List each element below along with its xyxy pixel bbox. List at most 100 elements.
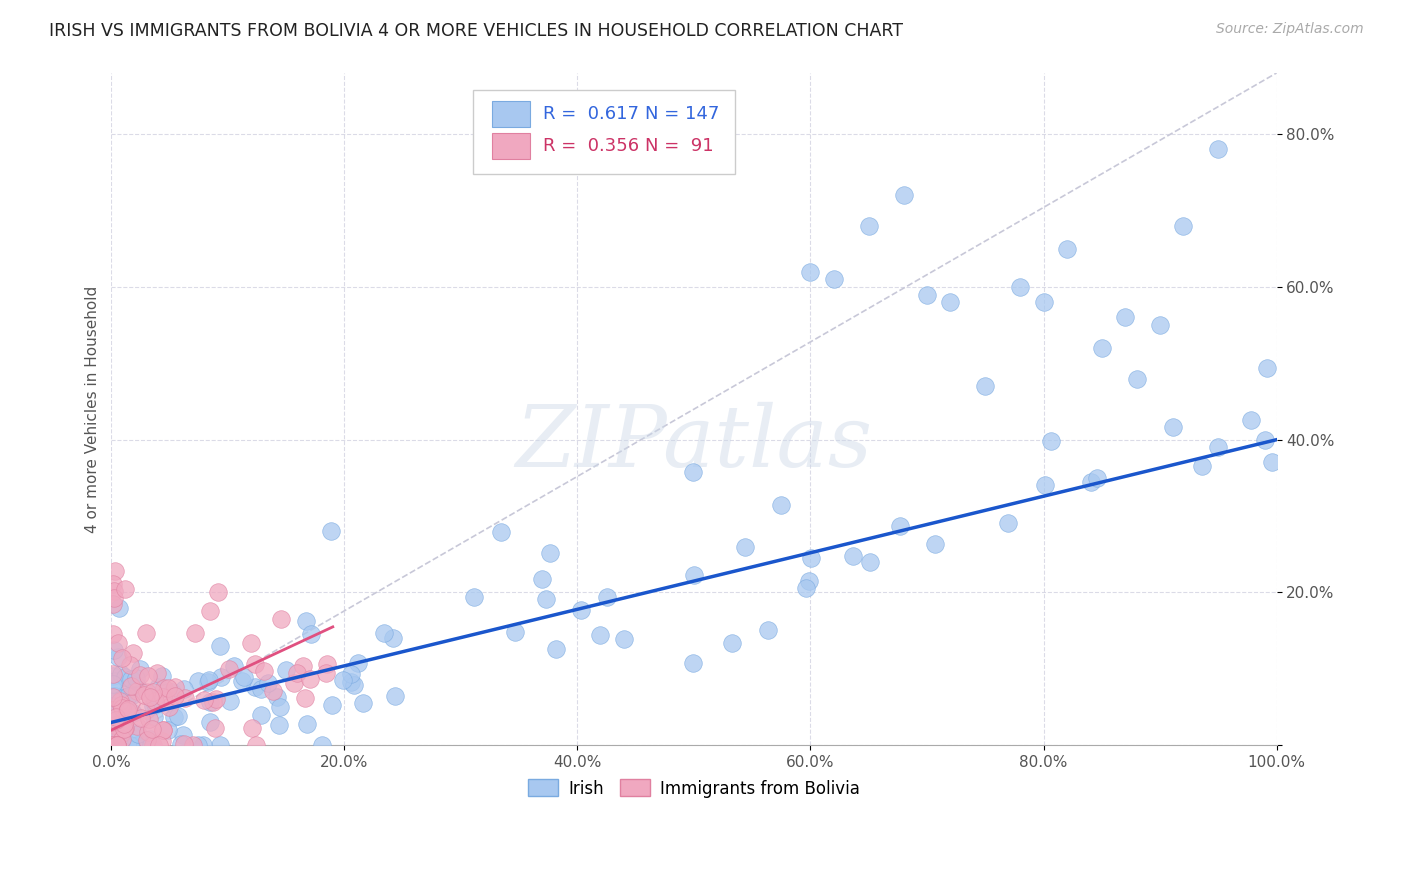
Point bbox=[101, 735, 124, 749]
Point bbox=[150, 734, 173, 748]
Point bbox=[262, 684, 284, 698]
Point bbox=[104, 704, 127, 718]
Point bbox=[384, 689, 406, 703]
Point bbox=[219, 693, 242, 707]
Point bbox=[1161, 420, 1184, 434]
Point bbox=[240, 721, 263, 735]
Point bbox=[142, 710, 165, 724]
Point bbox=[108, 738, 131, 752]
Point bbox=[105, 738, 128, 752]
Point bbox=[1208, 441, 1230, 455]
Point bbox=[285, 665, 308, 680]
Point bbox=[104, 717, 127, 731]
Point bbox=[1114, 310, 1136, 325]
Point bbox=[796, 581, 818, 595]
Point bbox=[294, 691, 316, 706]
Point bbox=[143, 697, 166, 711]
Point bbox=[800, 551, 823, 566]
Point bbox=[245, 680, 267, 694]
Point bbox=[1091, 341, 1114, 355]
Point bbox=[146, 680, 169, 694]
Point bbox=[297, 717, 319, 731]
Point bbox=[1039, 434, 1062, 448]
Point bbox=[332, 673, 354, 687]
Point bbox=[150, 669, 173, 683]
Text: N = 147: N = 147 bbox=[645, 105, 720, 123]
Text: Source: ZipAtlas.com: Source: ZipAtlas.com bbox=[1216, 22, 1364, 37]
Point bbox=[163, 710, 186, 724]
Point bbox=[239, 635, 262, 649]
Point bbox=[108, 694, 131, 708]
Point bbox=[613, 632, 636, 646]
Point bbox=[118, 657, 141, 672]
Point bbox=[139, 690, 162, 705]
Point bbox=[121, 706, 143, 721]
Point bbox=[101, 738, 124, 752]
Point bbox=[104, 709, 127, 723]
Point bbox=[200, 603, 222, 617]
Point bbox=[105, 738, 128, 752]
Point bbox=[347, 656, 370, 670]
Legend: Irish, Immigrants from Bolivia: Irish, Immigrants from Bolivia bbox=[522, 772, 866, 805]
Point bbox=[104, 673, 127, 688]
Point bbox=[120, 679, 142, 693]
Point bbox=[204, 721, 226, 735]
Point bbox=[101, 738, 124, 752]
Point bbox=[157, 699, 180, 714]
Point bbox=[924, 537, 946, 551]
Point bbox=[1010, 280, 1032, 294]
Point bbox=[315, 665, 337, 680]
Point bbox=[463, 591, 485, 605]
Point bbox=[193, 693, 215, 707]
Point bbox=[142, 738, 165, 752]
Point bbox=[142, 685, 165, 699]
Point bbox=[197, 675, 219, 690]
Point bbox=[136, 669, 159, 683]
Point bbox=[823, 272, 845, 286]
Point bbox=[101, 703, 124, 717]
Point bbox=[1033, 478, 1056, 492]
Point bbox=[127, 738, 149, 752]
Point bbox=[340, 675, 363, 690]
Point bbox=[165, 689, 187, 703]
Point bbox=[340, 667, 363, 681]
Point bbox=[209, 738, 232, 752]
Point bbox=[343, 678, 366, 692]
Point bbox=[136, 684, 159, 698]
Point bbox=[138, 712, 160, 726]
FancyBboxPatch shape bbox=[492, 101, 530, 127]
Point bbox=[170, 738, 193, 752]
Point bbox=[253, 665, 276, 679]
Point bbox=[114, 670, 136, 684]
Point bbox=[101, 738, 124, 752]
Point bbox=[1206, 142, 1229, 156]
Point bbox=[720, 636, 742, 650]
Point bbox=[101, 698, 124, 713]
Point bbox=[135, 626, 157, 640]
Point bbox=[222, 658, 245, 673]
Point bbox=[166, 709, 188, 723]
Point bbox=[103, 666, 125, 681]
Point bbox=[120, 738, 142, 752]
Point bbox=[139, 732, 162, 747]
Point bbox=[683, 567, 706, 582]
Point bbox=[198, 695, 221, 709]
Point bbox=[734, 540, 756, 554]
Point bbox=[205, 692, 228, 706]
Point bbox=[198, 714, 221, 729]
Y-axis label: 4 or more Vehicles in Household: 4 or more Vehicles in Household bbox=[86, 285, 100, 533]
Point bbox=[136, 733, 159, 747]
Text: IRISH VS IMMIGRANTS FROM BOLIVIA 4 OR MORE VEHICLES IN HOUSEHOLD CORRELATION CHA: IRISH VS IMMIGRANTS FROM BOLIVIA 4 OR MO… bbox=[49, 22, 903, 40]
Point bbox=[103, 738, 125, 752]
Point bbox=[202, 695, 225, 709]
Point bbox=[125, 671, 148, 685]
Point bbox=[1149, 318, 1171, 332]
Point bbox=[183, 738, 205, 752]
Point bbox=[101, 738, 124, 752]
Point bbox=[245, 738, 267, 752]
Point bbox=[1056, 242, 1078, 256]
Point bbox=[243, 657, 266, 672]
Point bbox=[184, 626, 207, 640]
Point bbox=[105, 738, 128, 752]
Point bbox=[299, 626, 322, 640]
